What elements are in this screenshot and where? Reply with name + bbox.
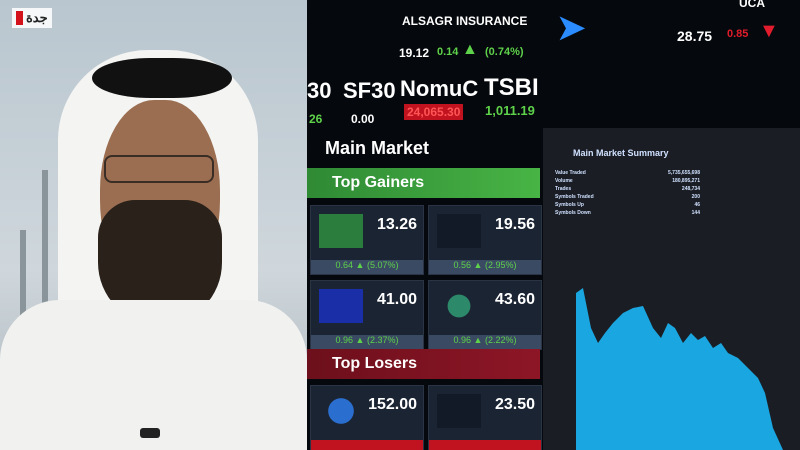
company-logo [437, 289, 481, 323]
ticker-company: ALSAGR INSURANCE [402, 14, 528, 28]
company-logo [437, 214, 481, 248]
summary-value: 248,734 [681, 186, 700, 192]
down-arrow-icon: ▼ [759, 20, 779, 42]
company-logo [319, 214, 363, 248]
up-arrow-icon: ▲ [462, 41, 478, 58]
agal [92, 58, 232, 98]
summary-title: Main Market Summary [573, 148, 669, 158]
loser-card: 23.50 [428, 385, 542, 450]
index-value: 0.00 [351, 112, 375, 126]
summary-label: Trades [555, 186, 572, 192]
brand-icon: ➤ [557, 9, 586, 47]
crane [42, 170, 48, 390]
market-chart [576, 288, 783, 450]
presenter-video: جدة [0, 0, 307, 450]
axa-logo [319, 289, 363, 323]
summary-label: Symbols Down [555, 210, 591, 216]
index-value: 24,065.30 [404, 104, 464, 120]
company-logo [319, 394, 363, 428]
crane [20, 230, 26, 390]
chart-area [576, 288, 783, 450]
gainer-card: 13.26 0.64 ▲ (5.07%) [310, 205, 424, 275]
right-price: 28.75 [677, 28, 713, 44]
index-value: 1,011.19 [485, 103, 535, 118]
top-gainers-header: Top Gainers [307, 168, 540, 198]
summary-value: 5,735,655,698 [668, 170, 700, 176]
microphone [140, 428, 160, 438]
loser-card: 152.00 [310, 385, 424, 450]
glasses [104, 155, 214, 183]
summary-value: 144 [691, 210, 700, 216]
ticker-price: 19.12 [399, 46, 430, 60]
index-name: SF30 [343, 78, 396, 103]
gainer-card: 43.60 0.96 ▲ (2.22%) [428, 280, 542, 350]
summary-value: 200 [691, 194, 700, 200]
market-summary-panel: Main Market Summary Value Traded 5,735,65… [543, 128, 800, 450]
main-market-heading: Main Market [325, 138, 430, 158]
market-screen: ALSAGR INSURANCE 19.12 0.14 ▲ (0.74%) ➤ … [307, 0, 800, 450]
index-value: 26 [309, 112, 323, 126]
index-name: TSBI [484, 74, 539, 101]
summary-label: Symbols Up [555, 202, 584, 208]
summary-label: Symbols Traded [555, 194, 594, 200]
right-label: UCA [739, 0, 765, 10]
top-losers-header: Top Losers [307, 349, 540, 379]
summary-value: 46 [694, 202, 700, 208]
channel-logo: جدة [12, 8, 52, 28]
gainer-card: 19.56 0.56 ▲ (2.95%) [428, 205, 542, 275]
index-name: 30 [307, 78, 332, 103]
right-change: 0.85 [727, 28, 749, 40]
ticker-percent: (0.74%) [485, 46, 524, 58]
summary-value: 180,895,271 [672, 178, 700, 184]
company-logo [437, 394, 481, 428]
gainer-card: 41.00 0.96 ▲ (2.37%) [310, 280, 424, 350]
index-name: NomuC [400, 76, 479, 101]
summary-label: Volume [555, 178, 573, 184]
ticker-change: 0.14 [437, 46, 459, 58]
thobe [0, 300, 307, 450]
summary-label: Value Traded [555, 170, 586, 176]
